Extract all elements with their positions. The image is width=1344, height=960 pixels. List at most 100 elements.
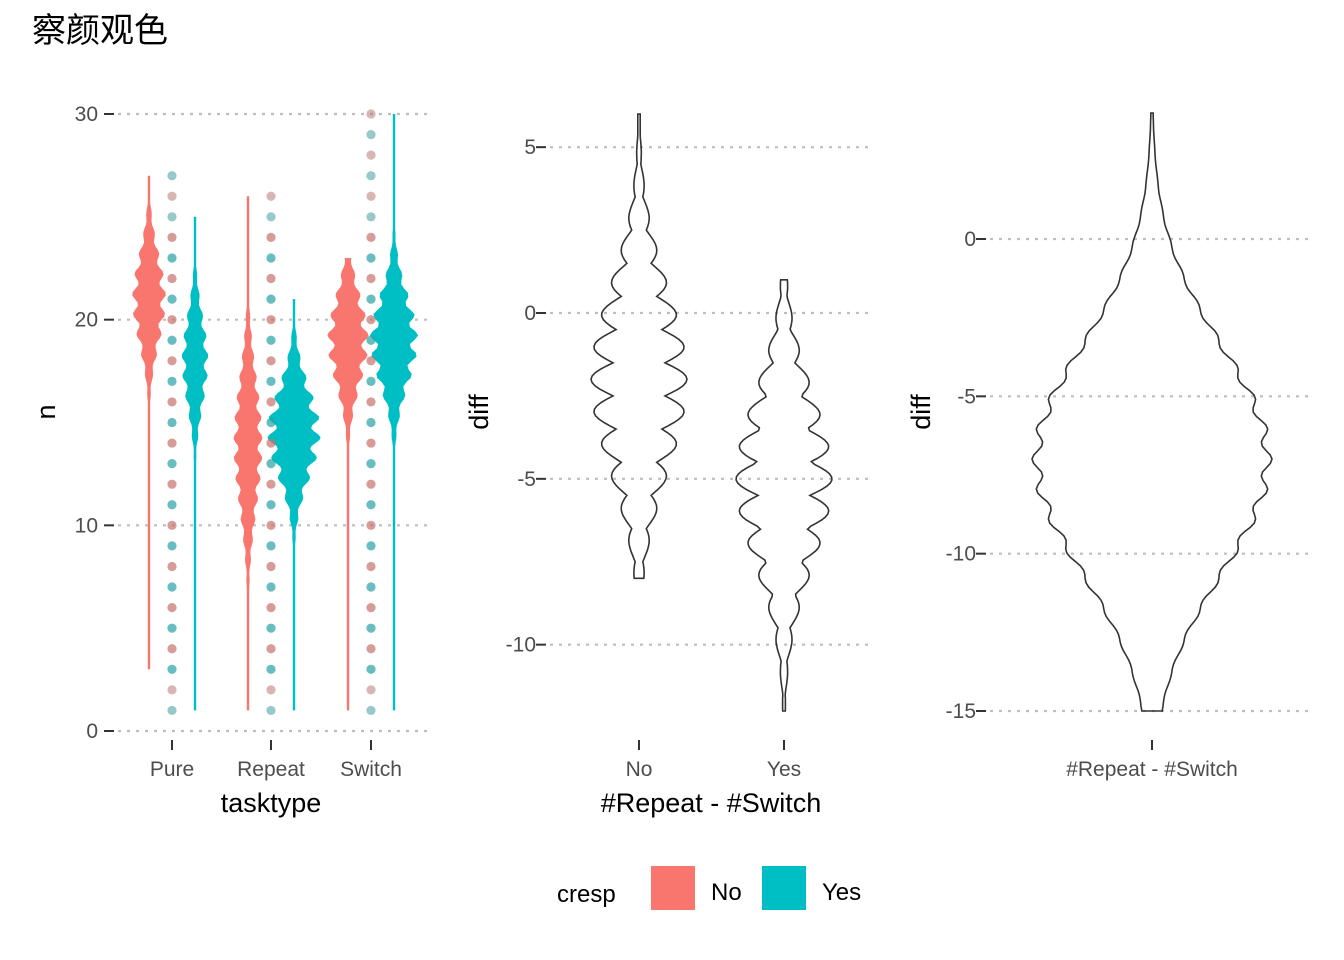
data-point-overlay — [167, 417, 177, 428]
data-point-overlay — [167, 500, 177, 510]
data-point — [266, 582, 276, 592]
data-point-overlay — [266, 438, 276, 448]
data-point-overlay — [266, 561, 276, 572]
data-point — [167, 273, 177, 284]
data-point — [167, 685, 177, 695]
data-point-overlay — [266, 623, 276, 633]
data-point-overlay — [266, 500, 276, 510]
data-point-overlay — [266, 273, 276, 284]
data-point-overlay — [366, 603, 376, 613]
data-point-overlay — [167, 171, 177, 181]
data-point-overlay — [366, 623, 376, 633]
data-point-overlay — [167, 623, 177, 633]
x-tick-label: Yes — [767, 758, 801, 781]
data-point-overlay — [167, 603, 177, 613]
data-point-overlay — [167, 376, 177, 386]
data-point-overlay — [366, 232, 376, 242]
data-point-overlay — [366, 335, 376, 345]
data-point-overlay — [266, 212, 276, 222]
violin-no — [590, 113, 688, 580]
data-point-overlay — [366, 356, 376, 366]
data-point-overlay — [266, 232, 276, 242]
data-point — [266, 705, 276, 716]
data-point-overlay — [167, 520, 177, 530]
data-point — [366, 685, 376, 695]
data-point-overlay — [167, 397, 177, 407]
data-point-overlay — [266, 479, 276, 489]
data-point — [366, 212, 376, 222]
y-tick-label: -15 — [946, 700, 976, 723]
data-point-overlay — [266, 335, 276, 345]
data-point-overlay — [366, 397, 376, 407]
data-point-overlay — [366, 561, 376, 572]
data-point — [266, 438, 276, 448]
data-point — [366, 438, 376, 448]
data-point — [366, 417, 376, 428]
x-tick-label: Repeat — [237, 758, 305, 781]
chart-title: 察颜观色 — [32, 11, 168, 51]
data-point-overlay — [167, 459, 177, 469]
legend-key-no — [651, 866, 695, 910]
data-point — [366, 315, 376, 325]
violin-no-switch — [327, 258, 369, 711]
data-point — [266, 232, 276, 242]
data-point — [366, 582, 376, 592]
y-tick-label: 0 — [86, 720, 98, 743]
data-point — [167, 356, 177, 366]
data-point — [266, 397, 276, 407]
y-tick-label: 30 — [75, 103, 98, 126]
data-point — [266, 500, 276, 510]
data-point — [167, 603, 177, 613]
data-point — [366, 541, 376, 551]
legend: cresp No Yes — [557, 866, 861, 910]
data-point — [266, 479, 276, 489]
violin-no-repeat — [233, 196, 263, 711]
data-point — [266, 315, 276, 325]
data-point — [167, 212, 177, 222]
data-point — [167, 315, 177, 325]
data-point-overlay — [167, 479, 177, 489]
data-point — [167, 459, 177, 469]
data-point-overlay — [167, 273, 177, 284]
data-point-overlay — [366, 500, 376, 510]
data-point — [167, 520, 177, 530]
data-point-overlay — [266, 582, 276, 592]
data-point-overlay — [366, 479, 376, 489]
data-point — [266, 603, 276, 613]
data-point-overlay — [366, 273, 376, 284]
data-point-overlay — [266, 315, 276, 325]
data-point-overlay — [366, 253, 376, 263]
data-point — [366, 171, 376, 181]
data-point — [167, 644, 177, 654]
data-point-overlay — [167, 582, 177, 592]
data-point — [266, 294, 276, 304]
data-point-overlay — [167, 438, 177, 448]
data-point — [366, 603, 376, 613]
data-point — [167, 294, 177, 304]
data-point — [366, 109, 376, 119]
data-point-overlay — [167, 191, 177, 201]
data-point — [167, 438, 177, 448]
data-point-overlay — [167, 561, 177, 572]
data-point-overlay — [366, 129, 376, 140]
data-point-overlay — [167, 685, 177, 695]
data-point-overlay — [366, 541, 376, 551]
data-point — [266, 623, 276, 633]
panel-diff: -15 -10 -5 0 #Repeat - #Switch diff — [906, 112, 1310, 781]
y-tick-label: 20 — [75, 309, 98, 332]
data-point-overlay — [366, 150, 376, 160]
x-axis-label: #Repeat - #Switch — [601, 788, 822, 818]
data-point-overlay — [266, 603, 276, 613]
data-point — [366, 623, 376, 633]
data-point-overlay — [266, 459, 276, 469]
data-point-overlay — [366, 664, 376, 674]
data-point — [167, 191, 177, 201]
data-point-overlay — [366, 644, 376, 654]
data-point-overlay — [167, 541, 177, 551]
y-tick-label: 10 — [75, 514, 98, 537]
data-point — [266, 212, 276, 222]
data-point — [266, 356, 276, 366]
data-point — [167, 479, 177, 489]
data-point — [266, 459, 276, 469]
data-point — [167, 541, 177, 551]
